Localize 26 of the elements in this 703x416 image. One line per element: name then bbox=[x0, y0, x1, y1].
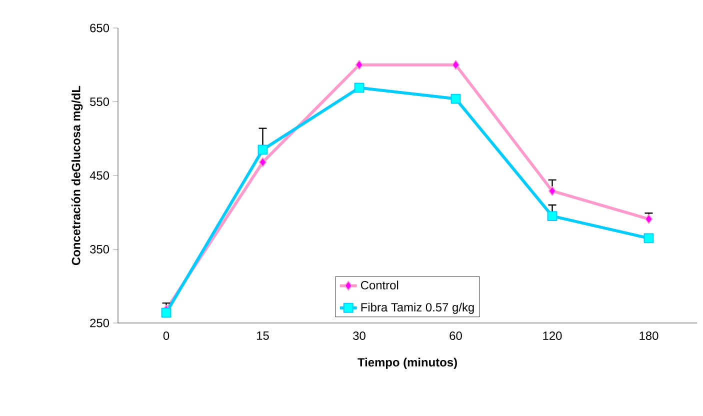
y-tick-label: 250 bbox=[90, 318, 110, 328]
y-tick-label: 350 bbox=[90, 245, 110, 254]
x-tick-label: 180 bbox=[640, 332, 658, 340]
point bbox=[644, 233, 654, 244]
point bbox=[547, 211, 558, 222]
x-tick-label: 0 bbox=[163, 332, 170, 340]
point bbox=[355, 60, 364, 70]
y-tick-label: 450 bbox=[90, 171, 110, 180]
point bbox=[258, 157, 267, 168]
y-tick-label: 650 bbox=[90, 24, 110, 32]
point bbox=[452, 60, 460, 70]
point bbox=[258, 144, 268, 155]
point bbox=[354, 82, 364, 93]
legend-label: Fibra Tamiz 0.57 g/kg bbox=[361, 302, 474, 314]
point bbox=[161, 308, 172, 318]
y-tick-label: 550 bbox=[90, 98, 110, 106]
point bbox=[450, 94, 461, 104]
point bbox=[548, 186, 556, 196]
legend-label: Control bbox=[360, 280, 398, 290]
x-tick-label: 30 bbox=[353, 332, 366, 340]
x-axis-title: Tiempo (minutos) bbox=[358, 358, 457, 369]
y-axis-title: Concetración deGlucosa mg/dL bbox=[71, 86, 83, 266]
x-tick-label: 120 bbox=[543, 332, 562, 340]
point bbox=[644, 214, 653, 224]
x-tick-label: 15 bbox=[257, 332, 269, 340]
x-tick-label: 60 bbox=[450, 332, 462, 340]
